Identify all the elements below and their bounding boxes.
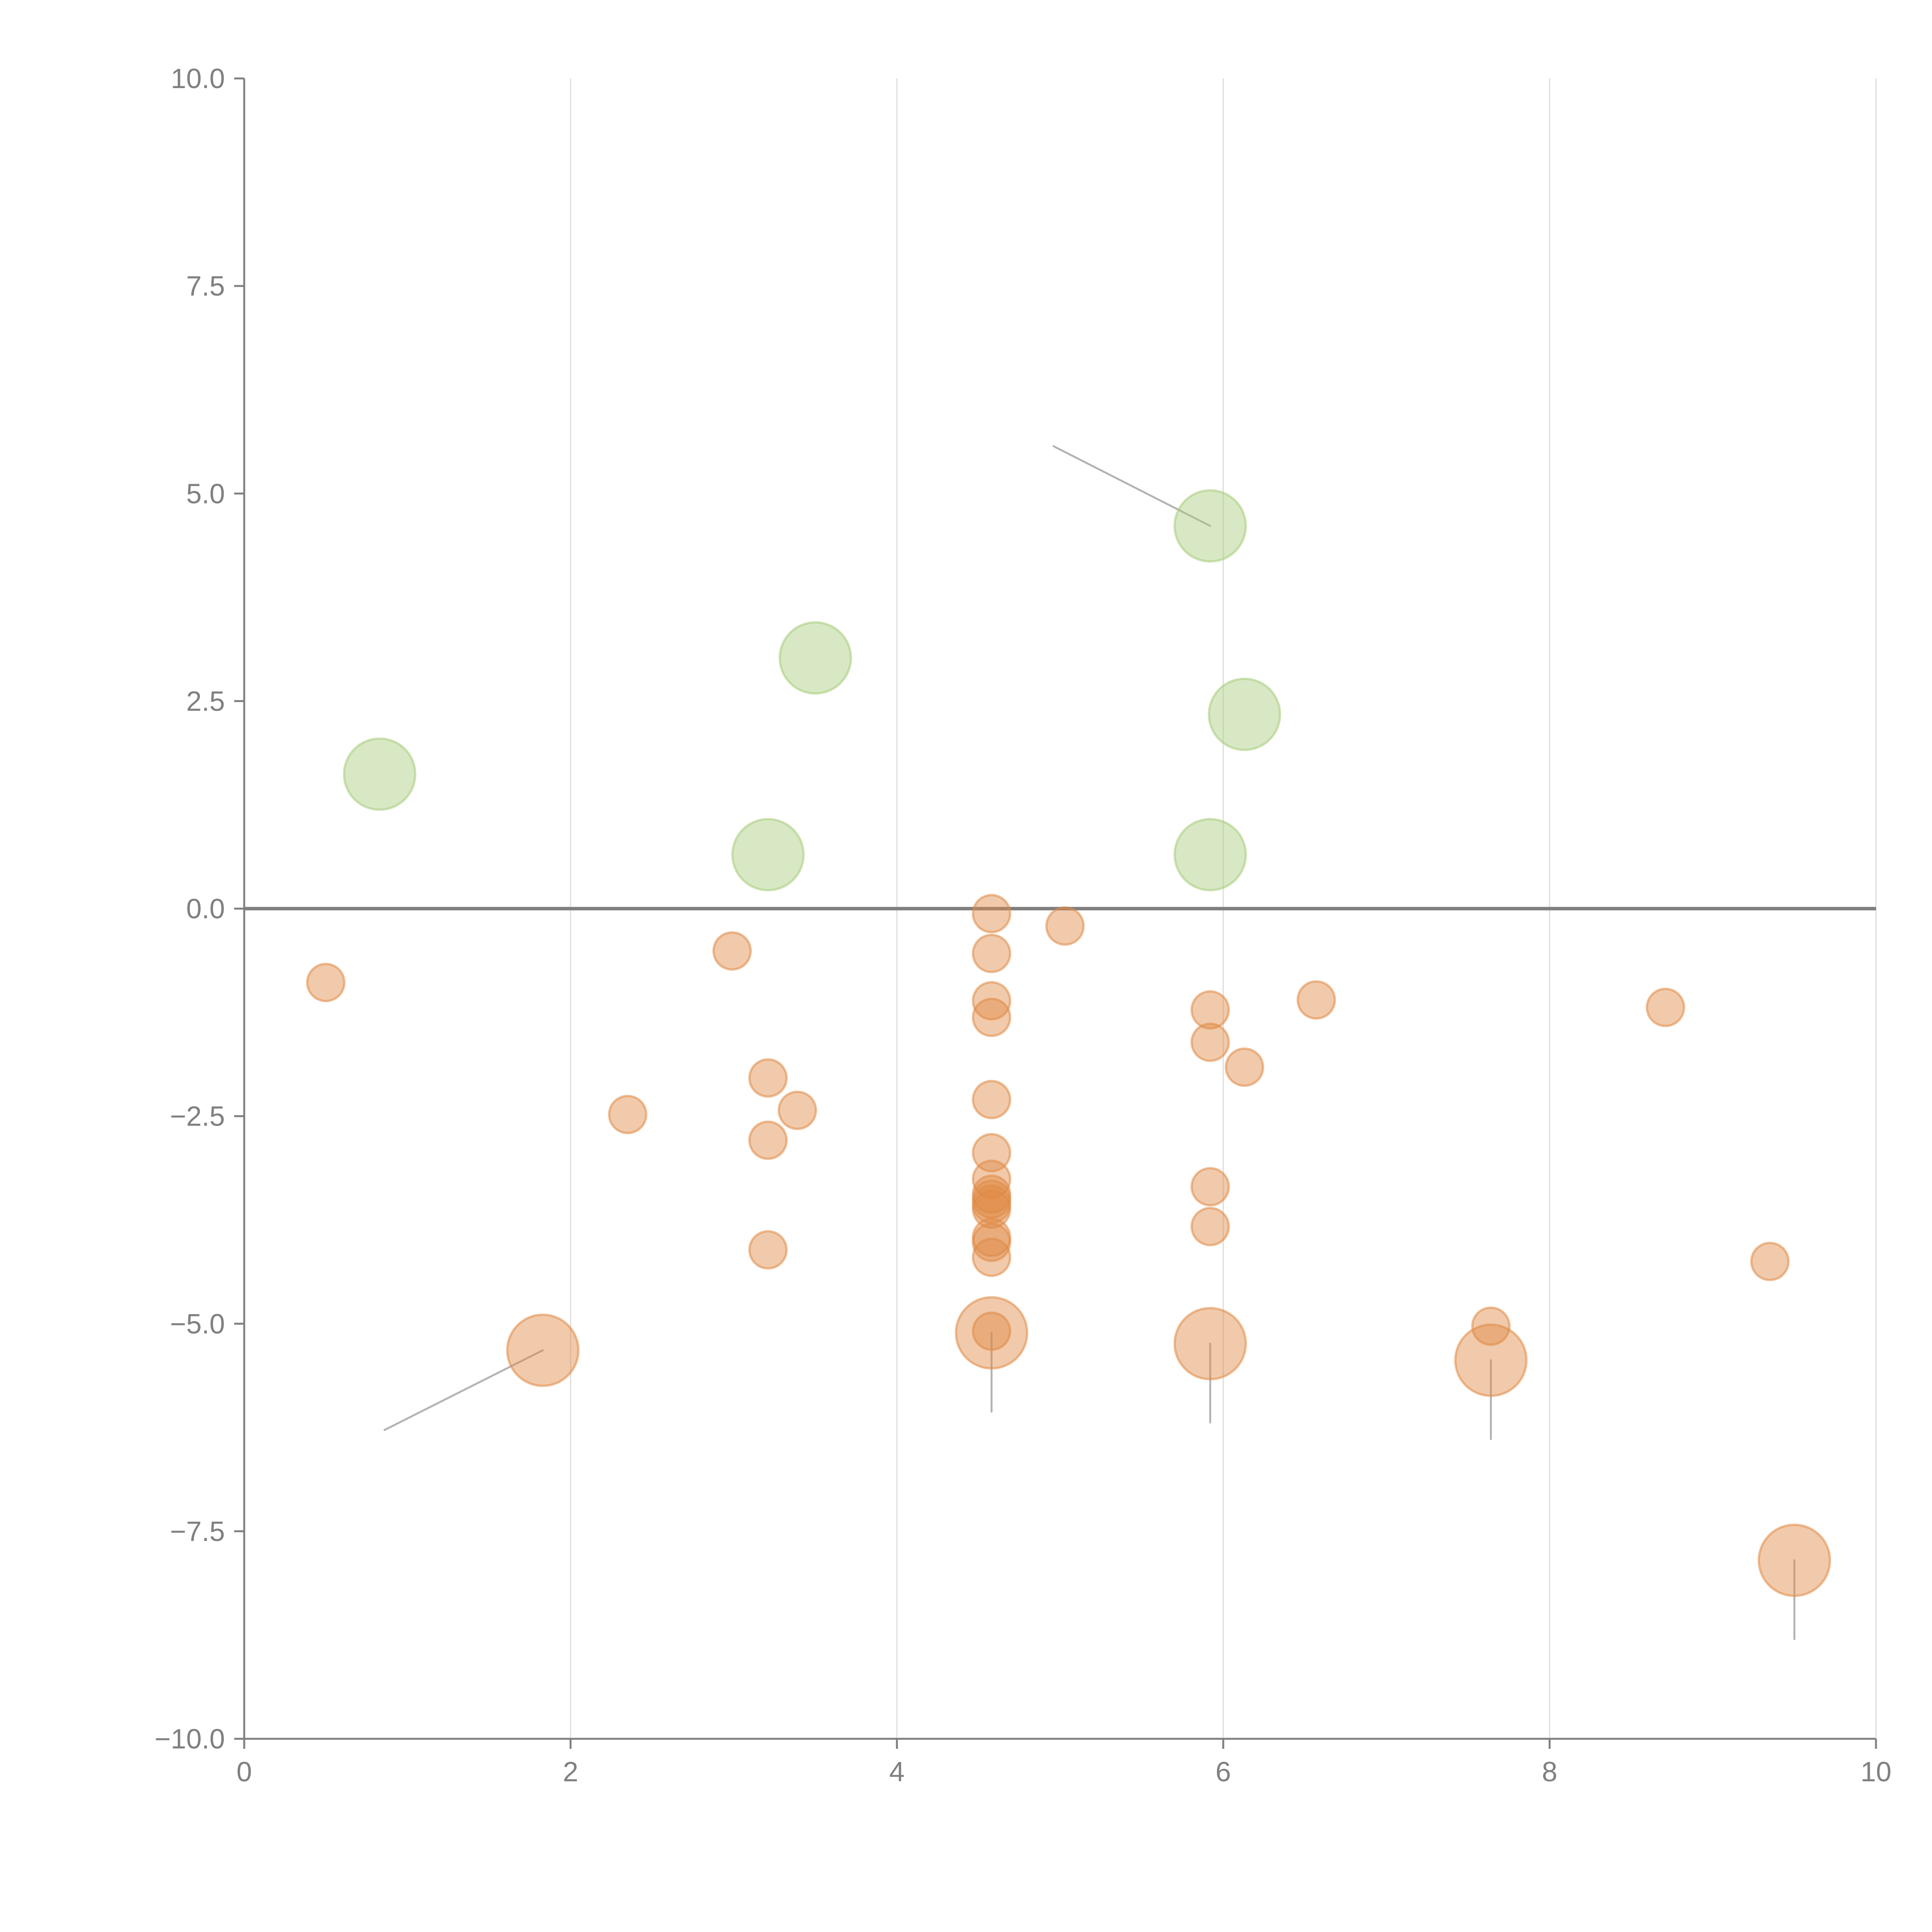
x-tick-label: 10 xyxy=(1861,1757,1891,1787)
bubble-negative xyxy=(972,1237,1012,1277)
bubble-negative xyxy=(972,1223,1012,1262)
leader-line xyxy=(383,1349,544,1431)
bubble-positive xyxy=(1173,818,1247,891)
bubble-negative xyxy=(1190,1167,1230,1207)
bubble-negative xyxy=(1757,1524,1831,1597)
bubble-positive xyxy=(731,818,805,891)
y-tick-label: 2.5 xyxy=(186,686,225,717)
bubble-negative xyxy=(972,934,1012,973)
bubble-negative xyxy=(972,894,1012,934)
bubble-negative xyxy=(712,931,752,971)
bubble-negative xyxy=(748,1230,788,1270)
bubble-negative xyxy=(1045,906,1085,946)
y-tick-label: −5.0 xyxy=(170,1309,225,1340)
bubble-negative xyxy=(1471,1306,1511,1346)
bubble-negative xyxy=(1173,1307,1247,1381)
bubble-negative xyxy=(506,1313,580,1387)
bubble-negative xyxy=(1750,1242,1790,1281)
bubble-negative xyxy=(748,1120,788,1160)
x-axis: 0 2 4 6 8 10 xyxy=(236,1738,1891,1787)
bubble-negative xyxy=(1296,980,1336,1020)
bubble-negative xyxy=(972,997,1012,1037)
y-tick-label: 0.0 xyxy=(186,894,225,925)
bubble-negative xyxy=(972,981,1012,1020)
bubble-positive xyxy=(1173,489,1247,563)
bubble-negative xyxy=(1225,1047,1264,1087)
annotation-leaders xyxy=(383,445,1796,1640)
y-tick-label: −7.5 xyxy=(170,1516,225,1547)
leader-line xyxy=(1053,445,1211,527)
x-tick-label: 2 xyxy=(563,1757,578,1787)
bubble-negative xyxy=(972,1311,1012,1351)
bubble-negative xyxy=(748,1058,788,1098)
x-tick-label: 4 xyxy=(889,1757,905,1787)
y-tick-label: 5.0 xyxy=(186,478,225,509)
bubble-negative xyxy=(777,1090,817,1130)
bubble-negative xyxy=(972,1080,1012,1119)
y-tick-label: −2.5 xyxy=(170,1101,225,1132)
y-tick-label: 10.0 xyxy=(171,63,225,94)
x-tick-label: 0 xyxy=(236,1757,252,1787)
bubble-negative xyxy=(955,1296,1029,1370)
y-axis: 10.0 7.5 5.0 2.5 0.0 −2.5 −5.0 −7.5 −10.0 xyxy=(155,63,245,1755)
bubble-positive xyxy=(343,737,417,811)
y-tick-label: 7.5 xyxy=(186,271,225,302)
x-tick-label: 6 xyxy=(1216,1757,1231,1787)
bubble-positive xyxy=(779,621,852,695)
bubble-positive xyxy=(1208,677,1281,751)
bubble-negative xyxy=(1646,988,1685,1027)
bubble-negative xyxy=(1454,1323,1528,1397)
bubble-negative xyxy=(972,1189,1012,1229)
bubble-negative xyxy=(1190,1022,1230,1062)
bubble-negative xyxy=(1190,1207,1230,1247)
x-tick-label: 8 xyxy=(1542,1757,1557,1787)
bubble-negative xyxy=(1190,990,1230,1030)
bubble-negative xyxy=(608,1095,648,1134)
bubble-negative xyxy=(306,963,346,1002)
y-tick-label: −10.0 xyxy=(155,1724,225,1755)
bubbles xyxy=(306,489,1831,1597)
